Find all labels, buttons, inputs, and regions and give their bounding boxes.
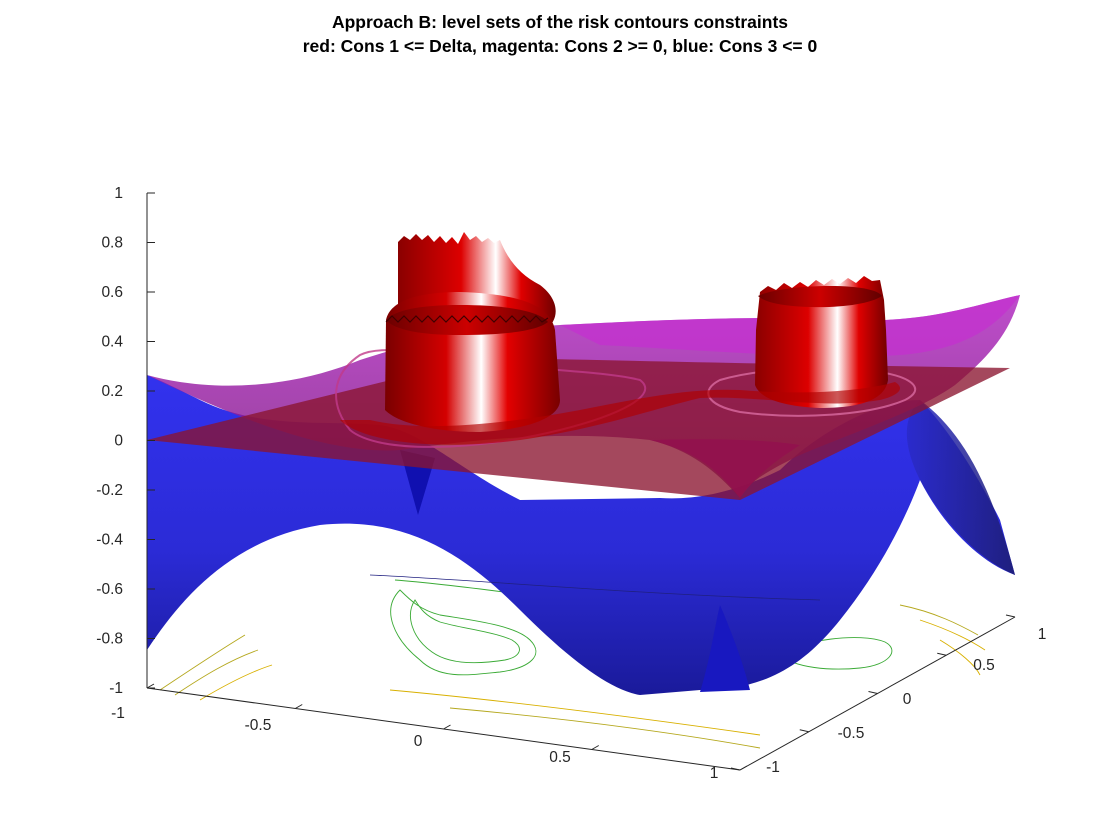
blue-surface-curve <box>369 574 821 601</box>
y-tick-mark <box>1005 614 1016 618</box>
red-peaks-cons1 <box>340 232 900 445</box>
x-ticks: -1 -0.5 0 0.5 1 <box>111 683 748 782</box>
floor-contour-yellow-3 <box>199 664 273 701</box>
z-tick-label: -0.8 <box>96 631 123 648</box>
floor-contour-yellow-2 <box>174 649 259 696</box>
z-tick-label: -0.2 <box>96 482 123 499</box>
x-tick-mark <box>739 765 748 771</box>
red-peak-left-top <box>386 305 548 335</box>
blue-surface-right <box>906 400 1015 575</box>
floor-contour-green-right <box>779 637 893 670</box>
floor-contour-green-inner <box>410 599 520 664</box>
x-tick-mark <box>443 724 451 730</box>
x-tick-mark <box>146 683 155 689</box>
y-tick-label: 0 <box>903 691 912 708</box>
x-tick-label: 0.5 <box>549 749 571 766</box>
z-tick-label: 1 <box>114 185 123 202</box>
chart-subtitle: red: Cons 1 <= Delta, magenta: Cons 2 >=… <box>302 36 818 56</box>
blue-surface-fold-bottom <box>700 605 750 692</box>
red-peak-right-top <box>758 286 882 308</box>
x-tick-label: -1 <box>111 705 125 722</box>
z-ticks: 1 0.8 0.6 0.4 0.2 0 -0.2 -0.4 -0.6 -0.8 -1 <box>96 185 155 697</box>
y-tick-label: -1 <box>766 759 780 776</box>
y-tick-mark <box>937 652 947 656</box>
floor-contours <box>159 579 986 749</box>
y-tick-label: -0.5 <box>838 725 865 742</box>
z-tick-label: 0.4 <box>101 334 123 351</box>
y-tick-mark <box>799 729 809 733</box>
chart-title-block: Approach B: level sets of the risk conto… <box>0 10 1120 58</box>
z-tick-label: -1 <box>109 680 123 697</box>
z-tick-label: 0.8 <box>101 235 123 252</box>
floor-contour-yellow-1 <box>159 634 246 691</box>
z-tick-label: 0.2 <box>101 383 123 400</box>
y-ticks: -1 -0.5 0 0.5 1 <box>730 614 1047 776</box>
z-tick-label: 0 <box>114 433 123 450</box>
floor-contour-yellow-8 <box>939 639 981 676</box>
red-peak-left-rim <box>385 315 549 323</box>
x-tick-mark <box>591 745 599 750</box>
x-tick-label: 1 <box>710 765 719 782</box>
floor-contour-yellow-4 <box>389 689 761 736</box>
floor-contour-green <box>390 589 537 676</box>
chart-title: Approach B: level sets of the risk conto… <box>331 12 789 32</box>
red-peak-right <box>755 276 888 408</box>
floor-contour-yellow-6 <box>919 619 986 651</box>
y-tick-mark <box>868 691 878 694</box>
floor-contour-yellow-7 <box>899 604 979 636</box>
z-tick-label: 0.6 <box>101 284 123 301</box>
y-tick-mark <box>730 767 741 771</box>
z-tick-label: -0.6 <box>96 581 123 598</box>
y-tick-label: 0.5 <box>973 657 995 674</box>
floor-contour-yellow-5 <box>449 707 761 749</box>
x-tick-mark <box>295 704 303 709</box>
x-tick-label: -0.5 <box>245 717 272 734</box>
red-base-ring <box>340 382 900 445</box>
z-tick-label: -0.4 <box>96 532 123 549</box>
x-tick-label: 0 <box>414 733 423 750</box>
y-tick-label: 1 <box>1038 626 1047 643</box>
